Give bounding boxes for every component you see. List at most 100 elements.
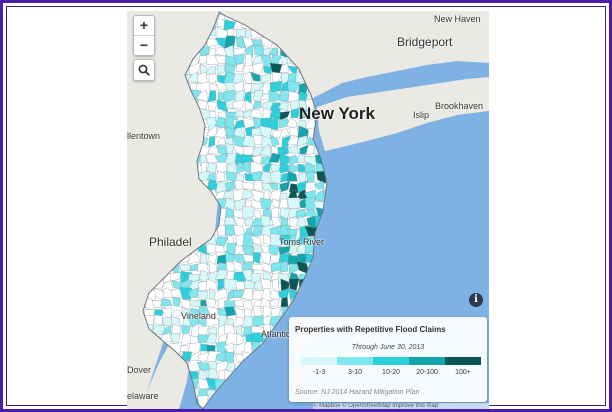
municipality[interactable] [316, 246, 328, 255]
municipality[interactable] [205, 278, 218, 291]
municipality[interactable] [323, 282, 334, 291]
municipality[interactable] [307, 128, 319, 140]
municipality[interactable] [313, 180, 324, 190]
municipality[interactable] [332, 189, 344, 202]
municipality[interactable] [207, 90, 217, 103]
municipality[interactable] [245, 405, 255, 409]
municipality[interactable] [251, 388, 261, 399]
municipality[interactable] [305, 279, 316, 292]
municipality[interactable] [215, 407, 229, 409]
municipality[interactable] [187, 71, 200, 83]
municipality[interactable] [224, 278, 238, 291]
municipality[interactable] [242, 300, 253, 311]
municipality[interactable] [243, 368, 256, 380]
municipality[interactable] [216, 99, 229, 113]
municipality[interactable] [234, 244, 245, 257]
municipality[interactable] [272, 198, 281, 208]
municipality[interactable] [244, 53, 253, 68]
municipality[interactable] [296, 135, 308, 147]
municipality[interactable] [172, 296, 181, 307]
municipality[interactable] [252, 370, 265, 383]
municipality[interactable] [250, 199, 263, 210]
municipality[interactable] [235, 162, 244, 174]
municipality[interactable] [277, 387, 289, 400]
municipality[interactable] [262, 408, 274, 409]
municipality[interactable] [322, 234, 334, 246]
municipality[interactable] [326, 254, 334, 264]
municipality[interactable] [206, 125, 218, 140]
municipality[interactable] [178, 263, 191, 271]
municipality[interactable] [251, 351, 261, 365]
municipality[interactable] [200, 253, 208, 266]
municipality[interactable] [268, 152, 282, 163]
municipality[interactable] [234, 53, 245, 65]
municipality[interactable] [288, 278, 300, 291]
municipality[interactable] [271, 386, 280, 398]
municipality[interactable] [287, 165, 298, 174]
municipality[interactable] [279, 111, 291, 121]
municipality[interactable] [332, 264, 343, 273]
municipality[interactable] [241, 162, 254, 175]
municipality[interactable] [170, 272, 183, 282]
municipality[interactable] [262, 389, 274, 400]
municipality[interactable] [286, 197, 300, 212]
municipality[interactable] [323, 290, 335, 301]
map-view[interactable]: New Haven Bridgeport New York Islip Broo… [127, 11, 489, 409]
municipality[interactable] [181, 404, 191, 409]
municipality[interactable] [245, 388, 255, 400]
municipality[interactable] [232, 406, 246, 409]
municipality[interactable] [187, 315, 200, 328]
municipality[interactable] [188, 407, 201, 409]
municipality[interactable] [279, 234, 291, 247]
municipality[interactable] [259, 397, 274, 407]
municipality[interactable] [208, 73, 218, 85]
municipality[interactable] [241, 188, 255, 200]
municipality[interactable] [313, 279, 327, 293]
municipality[interactable] [290, 108, 300, 119]
municipality[interactable] [170, 309, 182, 320]
municipality[interactable] [278, 360, 289, 374]
municipality[interactable] [269, 359, 282, 373]
municipality[interactable] [278, 353, 290, 365]
municipality[interactable] [324, 269, 333, 282]
municipality[interactable] [263, 65, 274, 75]
municipality[interactable] [304, 182, 317, 193]
municipality[interactable] [252, 314, 264, 328]
municipality[interactable] [279, 62, 289, 73]
municipality[interactable] [324, 164, 333, 171]
municipality[interactable] [207, 146, 219, 155]
municipality[interactable] [270, 233, 283, 248]
municipality[interactable] [268, 47, 279, 56]
municipality[interactable] [242, 206, 255, 220]
municipality[interactable] [269, 289, 281, 301]
municipality[interactable] [297, 163, 306, 173]
municipality[interactable] [224, 395, 237, 409]
municipality[interactable] [214, 80, 229, 91]
municipality[interactable] [287, 145, 299, 154]
municipality[interactable] [281, 135, 291, 148]
municipality[interactable] [197, 395, 209, 409]
municipality[interactable] [269, 369, 282, 381]
municipality[interactable] [322, 181, 334, 193]
municipality[interactable] [197, 262, 210, 275]
map-attribution[interactable]: © Mapbox © OpenStreetMap Improve this ma… [313, 403, 489, 409]
municipality[interactable] [336, 272, 344, 281]
municipality[interactable] [223, 35, 236, 49]
municipality[interactable] [269, 350, 280, 362]
search-button[interactable] [133, 59, 155, 81]
municipality[interactable] [332, 153, 343, 166]
municipality[interactable] [252, 101, 262, 110]
municipality[interactable] [314, 251, 327, 265]
municipality[interactable] [214, 244, 225, 254]
municipality[interactable] [232, 387, 247, 401]
municipality[interactable] [289, 234, 297, 248]
municipality[interactable] [250, 82, 265, 94]
municipality[interactable] [314, 296, 327, 309]
municipality[interactable] [305, 305, 318, 318]
municipality[interactable] [234, 368, 247, 380]
municipality[interactable] [279, 260, 289, 273]
municipality[interactable] [243, 379, 256, 392]
municipality[interactable] [206, 344, 216, 353]
municipality[interactable] [250, 377, 263, 391]
municipality[interactable] [313, 260, 327, 274]
